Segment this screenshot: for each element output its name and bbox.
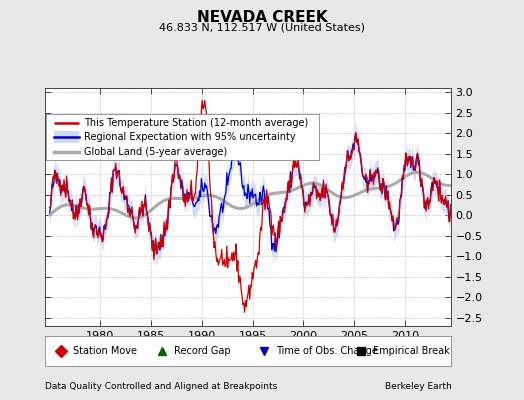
Text: Berkeley Earth: Berkeley Earth (385, 382, 452, 391)
Text: NEVADA CREEK: NEVADA CREEK (196, 10, 328, 25)
Text: Record Gap: Record Gap (174, 346, 231, 356)
Text: This Temperature Station (12-month average): This Temperature Station (12-month avera… (84, 118, 309, 128)
Text: 46.833 N, 112.517 W (United States): 46.833 N, 112.517 W (United States) (159, 22, 365, 32)
Text: Station Move: Station Move (73, 346, 137, 356)
Text: Time of Obs. Change: Time of Obs. Change (276, 346, 378, 356)
Text: Empirical Break: Empirical Break (374, 346, 450, 356)
Text: Global Land (5-year average): Global Land (5-year average) (84, 147, 227, 157)
Text: Regional Expectation with 95% uncertainty: Regional Expectation with 95% uncertaint… (84, 132, 296, 142)
Text: Data Quality Controlled and Aligned at Breakpoints: Data Quality Controlled and Aligned at B… (45, 382, 277, 391)
